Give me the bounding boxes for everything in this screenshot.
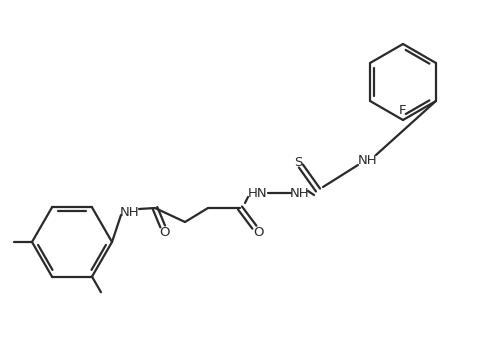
Text: NH: NH [357, 154, 377, 166]
Text: S: S [293, 156, 302, 169]
Text: NH: NH [289, 186, 309, 200]
Text: F: F [398, 104, 406, 116]
Text: HN: HN [248, 186, 267, 200]
Text: NH: NH [120, 206, 140, 218]
Text: O: O [252, 226, 263, 238]
Text: O: O [160, 226, 170, 238]
